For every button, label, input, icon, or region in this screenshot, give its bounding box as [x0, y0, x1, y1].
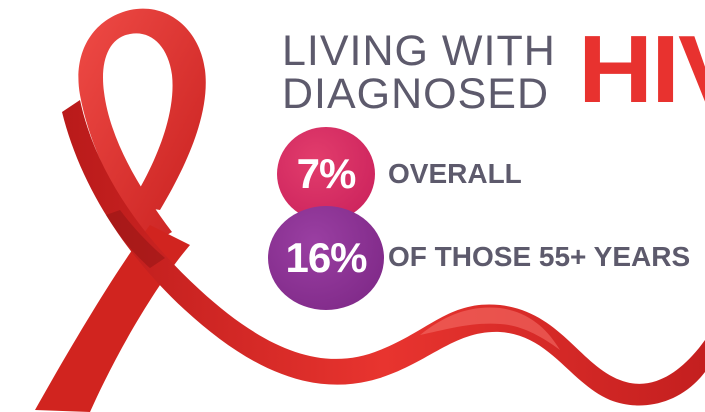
headline-line-1: LIVING WITH [282, 27, 556, 75]
headline-accent: HIV [578, 22, 705, 118]
stat-value: 7% [296, 150, 357, 197]
stat-label-overall: OVERALL [388, 158, 522, 189]
stat-value: 16% [285, 234, 367, 281]
stat-label-55-plus: OF THOSE 55+ YEARS [388, 243, 691, 271]
stat-bubble-55-plus: 16% [268, 206, 384, 310]
headline-line-2: DIAGNOSED [282, 70, 550, 118]
stat-bubble-overall: 7% [277, 127, 375, 221]
